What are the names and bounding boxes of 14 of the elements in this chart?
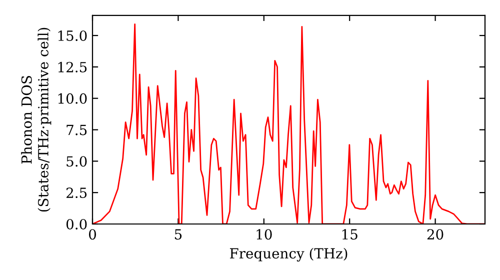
x-tick-label: 10	[256, 229, 272, 240]
y-tick-label: 5.0	[66, 156, 87, 167]
y-tick-label: 0.0	[66, 218, 87, 230]
x-axis-title: Frequency (THz)	[230, 248, 348, 262]
y-tick-label: 12.5	[58, 62, 87, 72]
x-tick-label: 5	[174, 229, 182, 240]
y-tick-label: 15.0	[58, 30, 87, 41]
x-tick-label: 0	[88, 229, 96, 240]
y-tick-label: 7.5	[66, 124, 87, 136]
y-tick-label: 10.0	[58, 93, 87, 104]
x-tick-label: 15	[342, 229, 358, 240]
x-tick-label: 20	[427, 229, 444, 240]
y-tick-label: 2.5	[66, 188, 87, 198]
y-axis-title: Phonon DOS (States/THz·primitive cell)	[21, 28, 52, 212]
